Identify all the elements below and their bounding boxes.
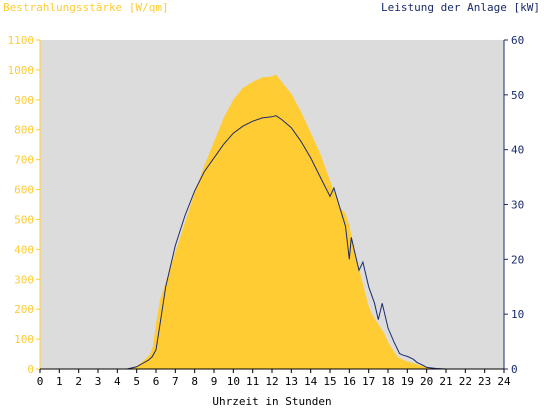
x-tick-label: 23	[478, 375, 491, 388]
x-tick-label: 24	[497, 375, 511, 388]
x-tick-label: 1	[56, 375, 63, 388]
right-tick-label: 0	[511, 363, 518, 376]
x-tick-label: 13	[285, 375, 298, 388]
x-tick-label: 17	[362, 375, 375, 388]
x-tick-label: 22	[459, 375, 472, 388]
right-tick-label: 30	[511, 199, 524, 212]
x-tick-label: 21	[439, 375, 452, 388]
x-tick-label: 4	[114, 375, 121, 388]
right-tick-label: 10	[511, 308, 524, 321]
x-tick-label: 15	[323, 375, 336, 388]
left-tick-label: 800	[14, 124, 34, 137]
x-tick-label: 2	[75, 375, 82, 388]
left-tick-label: 400	[14, 243, 34, 256]
right-tick-label: 40	[511, 144, 524, 157]
x-tick-label: 9	[211, 375, 218, 388]
left-tick-label: 1100	[8, 34, 35, 47]
left-tick-label: 100	[14, 333, 34, 346]
left-tick-label: 500	[14, 213, 34, 226]
left-tick-label: 900	[14, 94, 34, 107]
left-tick-label: 300	[14, 273, 34, 286]
x-tick-label: 12	[265, 375, 278, 388]
left-tick-label: 600	[14, 184, 34, 197]
right-axis-title: Leistung der Anlage [kW]	[381, 1, 540, 14]
x-tick-label: 10	[227, 375, 240, 388]
x-tick-label: 6	[153, 375, 160, 388]
right-tick-label: 50	[511, 89, 524, 102]
right-tick-label: 60	[511, 34, 524, 47]
x-tick-label: 0	[37, 375, 44, 388]
x-tick-label: 19	[401, 375, 414, 388]
left-tick-label: 200	[14, 303, 34, 316]
left-tick-label: 700	[14, 154, 34, 167]
x-tick-label: 11	[246, 375, 259, 388]
irradiance-area	[40, 74, 504, 370]
x-tick-label: 18	[381, 375, 394, 388]
right-tick-label: 20	[511, 253, 524, 266]
x-axis-title: Uhrzeit in Stunden	[212, 395, 331, 408]
x-tick-label: 7	[172, 375, 179, 388]
x-tick-label: 14	[304, 375, 318, 388]
left-tick-label: 1000	[8, 64, 35, 77]
left-axis-title: Bestrahlungsstärke [W/qm]	[3, 1, 169, 14]
power-line	[40, 115, 504, 370]
left-tick-label: 0	[27, 363, 34, 376]
x-tick-label: 3	[95, 375, 102, 388]
x-tick-label: 8	[191, 375, 198, 388]
x-tick-label: 5	[133, 375, 140, 388]
x-tick-label: 20	[420, 375, 433, 388]
x-tick-label: 16	[343, 375, 356, 388]
